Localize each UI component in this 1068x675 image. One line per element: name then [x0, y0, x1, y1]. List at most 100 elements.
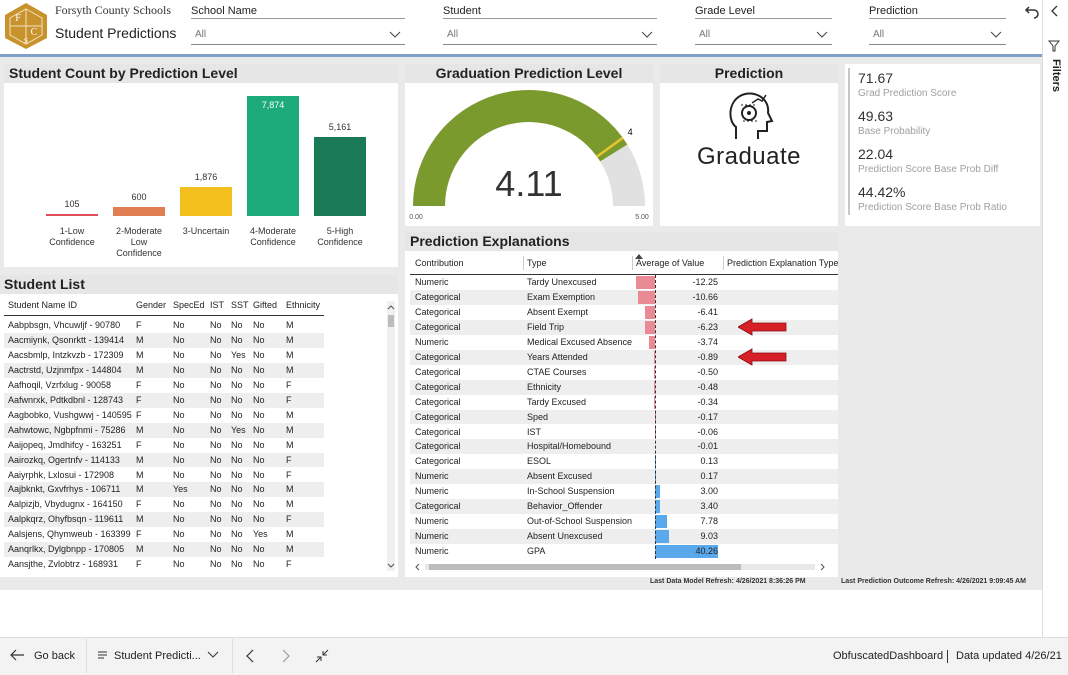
filter-dropdown[interactable]: All	[695, 26, 832, 45]
prev-page[interactable]	[243, 648, 257, 664]
table-cell: No	[231, 334, 243, 345]
filter-dropdown[interactable]: All	[443, 26, 657, 45]
divider	[0, 54, 1042, 57]
value-bar	[655, 485, 660, 499]
fit-icon[interactable]	[314, 648, 330, 664]
value-label: -0.01	[697, 441, 718, 452]
go-back[interactable]: Go back	[34, 650, 75, 662]
back-icon[interactable]	[9, 648, 25, 662]
table-cell: No	[210, 469, 222, 480]
table-title: Prediction Explanations	[405, 232, 838, 251]
column-divider	[723, 256, 724, 270]
table-cell: Numeric	[415, 486, 449, 497]
table-cell: Aagbobko, Vushgwwj - 140595	[8, 409, 132, 420]
value-label: -0.48	[697, 381, 718, 392]
page-dropdown[interactable]	[207, 650, 219, 660]
filter-value: All	[195, 29, 207, 40]
separator	[86, 639, 87, 673]
table-cell: No	[253, 439, 265, 450]
filter-value: All	[447, 29, 459, 40]
table-cell: Categorical	[415, 411, 461, 422]
gauge-value	[413, 90, 628, 206]
table-cell: F	[136, 529, 142, 540]
collapse-icon[interactable]	[1048, 4, 1062, 18]
table-cell: No	[231, 529, 243, 540]
table-title: Student List	[0, 275, 398, 294]
table-cell: No	[210, 439, 222, 450]
filter-dropdown[interactable]: All	[869, 26, 1006, 45]
filter-dropdown[interactable]: All	[191, 26, 405, 45]
table-cell: No	[210, 394, 222, 405]
table-cell: No	[173, 544, 185, 555]
gauge-panel: Graduation Prediction Level 4 4.11 0.00 5.0…	[405, 64, 653, 226]
table-cell: Categorical	[415, 381, 461, 392]
filter-icon	[1048, 40, 1060, 52]
table-cell: No	[253, 409, 265, 420]
table-cell: No	[253, 394, 265, 405]
value-bar	[635, 276, 655, 289]
table-cell: Aalsjens, Qhymweub - 163399	[8, 529, 131, 540]
table-row	[410, 499, 838, 515]
table-row	[4, 497, 324, 513]
table-cell: No	[210, 409, 222, 420]
column-header: Type	[527, 258, 547, 268]
undo-icon[interactable]	[1024, 3, 1042, 19]
column-header: Gender	[136, 300, 167, 310]
gauge-target	[596, 136, 624, 158]
chevron	[990, 31, 1002, 38]
table-cell: M	[286, 364, 294, 375]
table-cell: M	[136, 484, 144, 495]
gauge-value-label: 4.11	[495, 163, 562, 204]
table-row	[410, 439, 838, 455]
table-cell: Yes	[231, 424, 246, 435]
table-row	[410, 379, 838, 395]
table-cell: CTAE Courses	[527, 366, 587, 377]
next-page[interactable]	[279, 648, 293, 664]
column-header: Student Name ID	[8, 300, 78, 310]
table-cell: F	[136, 409, 142, 420]
h-scroll-thumb[interactable]	[429, 564, 741, 570]
filter-label: Grade Level	[695, 5, 755, 17]
table-cell: No	[253, 499, 265, 510]
chevron-line	[641, 31, 653, 38]
table-cell: No	[231, 379, 243, 390]
table-cell: No	[210, 364, 222, 375]
table-cell: M	[136, 454, 144, 465]
scroll-up	[387, 305, 395, 310]
table-row	[410, 544, 838, 560]
table-cell: M	[286, 484, 294, 495]
table-cell: No	[253, 484, 265, 495]
x-tick-label: 5-High Confidence	[317, 226, 363, 247]
table-cell: M	[286, 349, 294, 360]
value-label: 9.03	[700, 531, 718, 542]
table-cell: Categorical	[415, 426, 461, 437]
page-selector[interactable]: Student Predicti...	[114, 650, 201, 662]
kpi-label: Base Probability	[858, 126, 931, 137]
table-cell: Aaiyrphk, Lxlosui - 172908	[8, 469, 115, 480]
table-cell: F	[136, 559, 142, 570]
kpi-label: Prediction Score Base Prob Ratio	[858, 202, 1007, 213]
table-row	[410, 319, 838, 335]
data-label: 1,876	[194, 172, 218, 183]
annotation-arrows	[738, 318, 787, 366]
table-cell: Exam Exemption	[527, 291, 596, 302]
kpi-panel: 71.67 Grad Prediction Score 49.63 Base Prob…	[845, 64, 1040, 226]
table-cell: Categorical	[415, 366, 461, 377]
explanations-panel: Prediction Explanations Contribution Type…	[405, 232, 838, 577]
table-cell: F	[286, 379, 292, 390]
table-row	[4, 377, 324, 393]
table-row	[4, 347, 324, 363]
scroll-right	[820, 563, 825, 571]
table-cell: Field Trip	[527, 321, 565, 332]
table-cell: F	[286, 514, 292, 525]
data-label: 5,161	[328, 122, 352, 133]
bar	[180, 187, 232, 216]
value-label: 0.13	[700, 456, 718, 467]
table-header	[4, 297, 324, 316]
v-scroll-thumb[interactable]	[388, 315, 394, 327]
data-label: 7,874	[261, 100, 285, 110]
filters-pane-label[interactable]: Filters	[1050, 59, 1062, 93]
table-cell: No	[210, 454, 222, 465]
table-cell: No	[210, 379, 222, 390]
table-cell: No	[173, 379, 185, 390]
